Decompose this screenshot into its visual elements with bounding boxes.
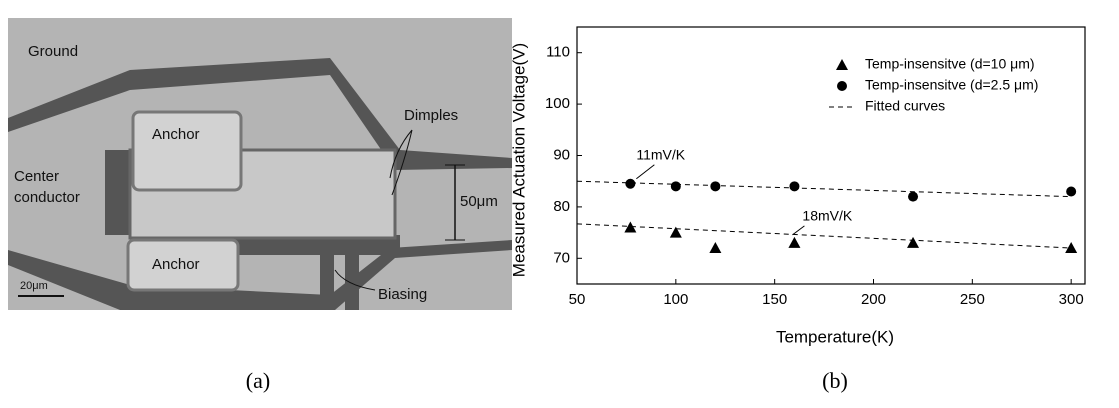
legend-label: Fitted curves xyxy=(865,98,945,114)
marker xyxy=(1066,186,1077,197)
fitted-line xyxy=(576,223,1072,249)
x-tick-label: 100 xyxy=(663,291,688,308)
scale-label: 20μm xyxy=(20,280,48,292)
marker xyxy=(709,242,722,254)
marker xyxy=(669,226,682,238)
x-tick-label: 50 xyxy=(569,291,586,308)
marker xyxy=(907,236,920,248)
fitted-line xyxy=(576,180,1072,198)
sem-label: Center xyxy=(14,168,59,185)
marker xyxy=(789,181,800,192)
legend-marker xyxy=(836,59,848,70)
caption: (b) xyxy=(822,368,848,393)
legend-marker xyxy=(837,81,847,91)
sem-label: 50μm xyxy=(460,193,498,210)
marker xyxy=(788,236,801,248)
sem-label: Anchor xyxy=(152,126,200,143)
caption: (a) xyxy=(246,368,270,393)
y-axis-label: Measured Actuation Voltage(V) xyxy=(509,43,528,277)
y-tick-label: 90 xyxy=(553,146,570,163)
marker xyxy=(710,181,721,192)
marker xyxy=(670,181,681,192)
y-tick-label: 110 xyxy=(546,44,570,61)
x-axis-label: Temperature(K) xyxy=(776,327,894,346)
annotation-arrow xyxy=(792,225,805,236)
y-tick-label: 80 xyxy=(553,198,570,215)
x-tick-label: 300 xyxy=(1059,291,1084,308)
legend-label: Temp-insensitve (d=10 μm) xyxy=(865,56,1035,72)
sem-label: Dimples xyxy=(404,107,458,124)
marker xyxy=(625,178,636,189)
x-tick-label: 200 xyxy=(861,291,886,308)
y-tick-label: 100 xyxy=(545,95,570,112)
annotation: 18mV/K xyxy=(802,208,852,224)
y-tick-label: 70 xyxy=(553,249,570,266)
marker xyxy=(908,191,919,202)
sem-label: conductor xyxy=(14,189,80,206)
x-tick-label: 250 xyxy=(960,291,985,308)
sem-label: Anchor xyxy=(152,256,200,273)
annotation: 11mV/K xyxy=(636,146,685,162)
sem-label: Biasing xyxy=(378,286,427,303)
x-tick-label: 150 xyxy=(762,291,787,308)
marker xyxy=(624,221,637,233)
legend-label: Temp-insensitve (d=2.5 μm) xyxy=(865,77,1038,93)
annotation-arrow xyxy=(636,164,655,180)
sem-image: Ground Anchor Anchor Dimples Center cond… xyxy=(8,18,512,310)
sem-label: Ground xyxy=(28,43,78,60)
marker xyxy=(1065,242,1078,254)
